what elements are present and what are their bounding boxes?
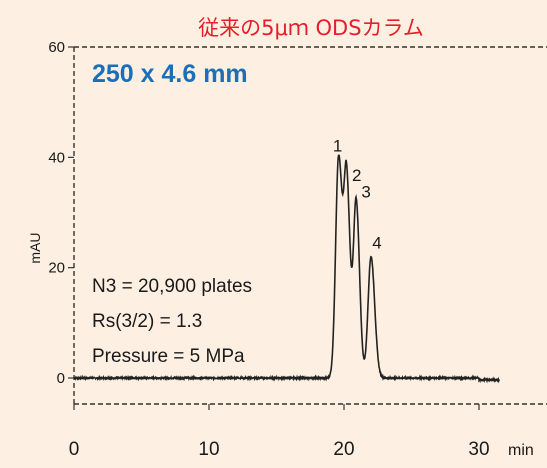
annotation-line: N3 = 20,900 plates	[92, 276, 252, 297]
y-tick-label: 0	[57, 370, 65, 387]
x-tick-label: 10	[198, 439, 219, 460]
peak-label-4: 4	[372, 234, 381, 253]
x-tick-label: 0	[69, 439, 80, 460]
annotation-line: Pressure = 5 MPa	[92, 346, 245, 367]
x-tick-label: 20	[333, 439, 354, 460]
x-axis-unit: min	[508, 442, 534, 459]
peak-label-2: 2	[352, 166, 361, 185]
y-axis-label: mAU	[27, 232, 43, 263]
y-tick-label: 60	[48, 39, 65, 56]
y-tick-label: 20	[48, 260, 65, 277]
chromatogram-trace	[73, 154, 500, 384]
peak-label-1: 1	[333, 136, 342, 155]
column-spec-subtitle: 250 x 4.6 mm	[92, 60, 248, 88]
x-tick-label: 30	[468, 439, 489, 460]
peak-label-3: 3	[361, 182, 370, 201]
chart-title: 従来の5μｍ ODSカラム	[198, 16, 424, 40]
annotation-line: Rs(3/2) = 1.3	[92, 311, 202, 332]
y-tick-label: 40	[48, 149, 65, 166]
